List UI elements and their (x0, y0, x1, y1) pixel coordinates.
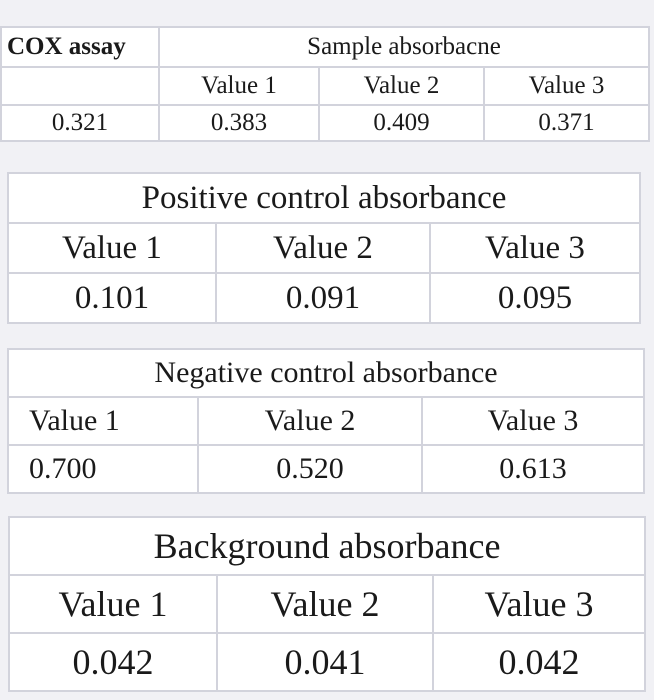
column-header: Value 3 (429, 222, 641, 274)
table-header-row: Value 1 Value 2 Value 3 (7, 222, 641, 274)
empty-cell (0, 66, 160, 106)
background-absorbance-table: Background absorbance Value 1 Value 2 Va… (7, 516, 647, 692)
sample-absorbance-header: Sample absorbacne (157, 26, 651, 68)
table-row: 0.321 0.383 0.409 0.371 (0, 104, 651, 142)
table-header-row: COX assay Sample absorbacne (0, 26, 651, 68)
table-subheader-row: Value 1 Value 2 Value 3 (0, 66, 651, 106)
cox-assay-header: COX assay (0, 26, 160, 68)
table-title: Positive control absorbance (7, 172, 641, 224)
table-cell: 0.042 (8, 632, 218, 692)
column-header: Value 2 (197, 396, 423, 446)
column-header: Value 2 (216, 574, 434, 634)
table-cell: 0.101 (7, 272, 217, 324)
table-cell: 0.700 (7, 444, 199, 494)
column-header: Value 3 (421, 396, 645, 446)
table-title-row: Negative control absorbance (7, 348, 645, 398)
table-header-row: Value 1 Value 2 Value 3 (7, 396, 645, 446)
table-row: 0.700 0.520 0.613 (7, 444, 645, 494)
table-cell: 0.042 (431, 632, 647, 692)
column-header: Value 3 (482, 66, 651, 106)
table-cell: 0.409 (318, 104, 485, 142)
table-cell: 0.613 (421, 444, 645, 494)
cox-assay-value: 0.321 (0, 104, 160, 142)
column-header: Value 2 (318, 66, 485, 106)
table-header-row: Value 1 Value 2 Value 3 (8, 574, 647, 634)
table-title: Negative control absorbance (7, 348, 645, 398)
table-title: Background absorbance (7, 516, 647, 576)
table-cell: 0.091 (215, 272, 431, 324)
table-cell: 0.371 (482, 104, 651, 142)
table-cell: 0.383 (158, 104, 320, 142)
column-header: Value 1 (158, 66, 320, 106)
table-cell: 0.520 (197, 444, 423, 494)
column-header: Value 1 (7, 222, 217, 274)
positive-control-table: Positive control absorbance Value 1 Valu… (7, 172, 641, 324)
column-header: Value 2 (215, 222, 431, 274)
column-header: Value 1 (7, 396, 199, 446)
table-cell: 0.041 (216, 632, 434, 692)
column-header: Value 3 (431, 574, 647, 634)
table-title-row: Positive control absorbance (7, 172, 641, 224)
table-cell: 0.095 (429, 272, 641, 324)
table-row: 0.101 0.091 0.095 (7, 272, 641, 324)
cox-assay-table: COX assay Sample absorbacne Value 1 Valu… (0, 26, 651, 142)
table-title-row: Background absorbance (7, 516, 647, 576)
negative-control-table: Negative control absorbance Value 1 Valu… (7, 348, 645, 494)
column-header: Value 1 (8, 574, 218, 634)
table-row: 0.042 0.041 0.042 (8, 632, 647, 692)
